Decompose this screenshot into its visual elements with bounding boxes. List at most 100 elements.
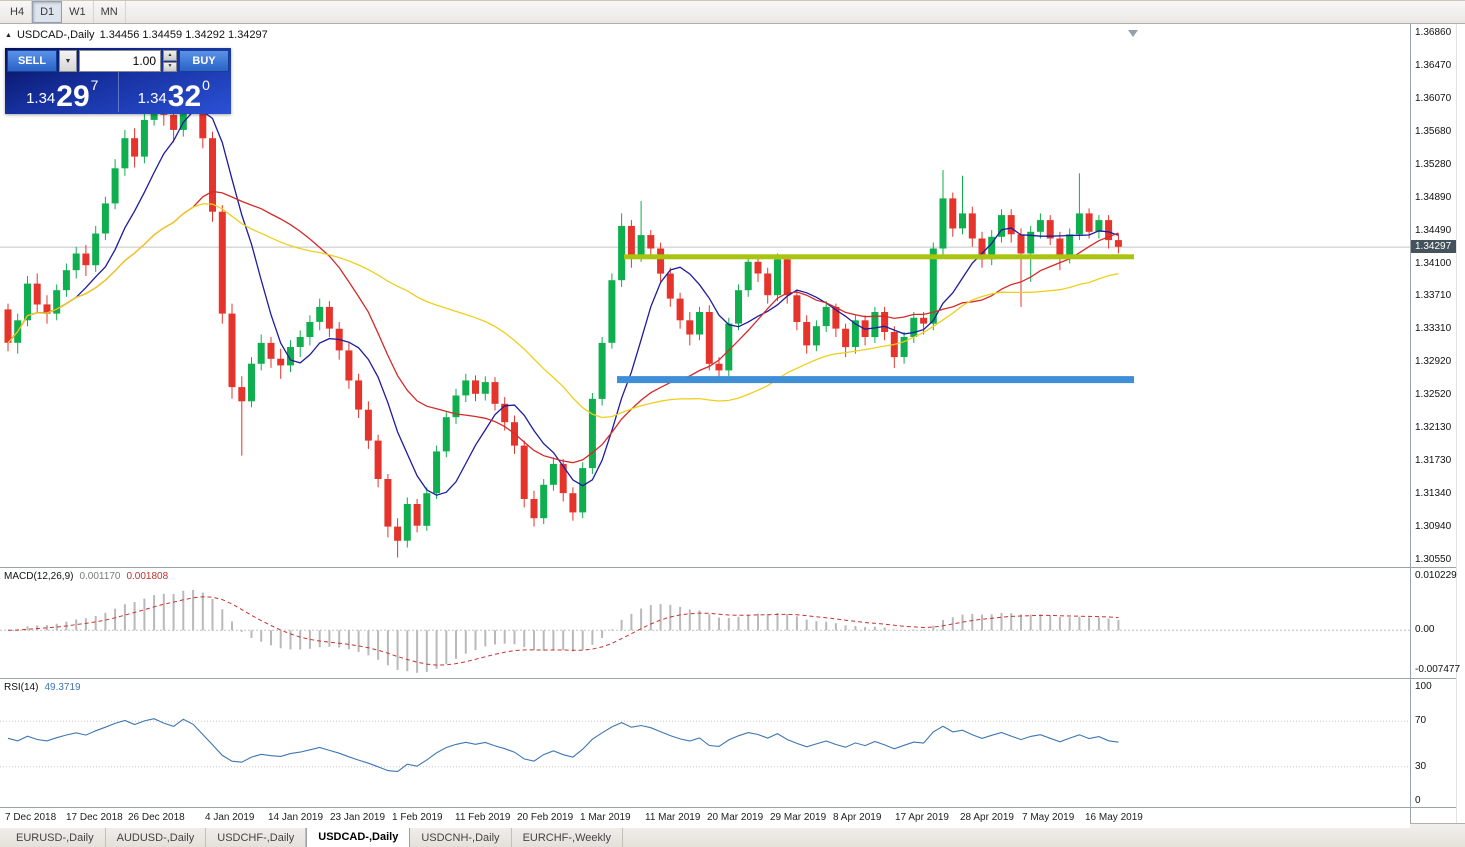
price-scale-label: 1.35680 bbox=[1415, 125, 1452, 137]
chart-ohlc-values: 1.34456 1.34459 1.34292 1.34297 bbox=[99, 29, 268, 41]
macd-name: MACD(12,26,9) bbox=[4, 571, 74, 582]
volume-stepper: ▲ ▼ bbox=[163, 50, 177, 72]
volume-decrease-button[interactable]: ▼ bbox=[163, 61, 177, 72]
date-axis-label: 20 Mar 2019 bbox=[707, 812, 764, 823]
price-scale-label: 1.34890 bbox=[1415, 191, 1452, 203]
chart-column: ▲ USDCAD-,Daily 1.34456 1.34459 1.34292 … bbox=[0, 24, 1410, 828]
chart-workspace: ▲ USDCAD-,Daily 1.34456 1.34459 1.34292 … bbox=[0, 24, 1465, 828]
price-scale-label: 1.36860 bbox=[1415, 27, 1452, 39]
price-scale-label: 1.32130 bbox=[1415, 422, 1452, 434]
chart-tab-audusd[interactable]: AUDUSD-,Daily bbox=[106, 828, 207, 847]
price-scale-label: 1.36070 bbox=[1415, 92, 1452, 104]
chart-tab-usdcad[interactable]: USDCAD-,Daily bbox=[306, 825, 411, 847]
trade-controls-row: SELL ▼ 1.00 ▲ ▼ BUY bbox=[7, 50, 229, 72]
timeframe-button-d1[interactable]: D1 bbox=[32, 1, 63, 23]
date-axis-label: 7 May 2019 bbox=[1022, 812, 1075, 823]
chevron-down-icon: ▼ bbox=[64, 57, 72, 65]
timeframe-toolbar: H4 D1 W1 MN bbox=[0, 1, 1465, 24]
rsi-scale-label: 100 bbox=[1415, 681, 1432, 692]
macd-scale-label: 0.00 bbox=[1415, 624, 1435, 636]
buy-button[interactable]: BUY bbox=[179, 50, 229, 72]
date-axis-label: 17 Apr 2019 bbox=[895, 812, 949, 823]
chart-tab-usdcnh[interactable]: USDCNH-,Daily bbox=[410, 828, 512, 847]
rsi-scale: 100 70 30 0 bbox=[1411, 679, 1456, 808]
sell-button[interactable]: SELL bbox=[7, 50, 57, 72]
date-axis-label: 4 Jan 2019 bbox=[205, 812, 255, 823]
rsi-scale-label: 0 bbox=[1415, 795, 1421, 806]
macd-scale-label: 0.010229 bbox=[1415, 570, 1457, 581]
bid-ask-display: 1.34 29 7 1.34 32 0 bbox=[7, 72, 229, 112]
volume-increase-button[interactable]: ▲ bbox=[163, 50, 177, 61]
price-scale-label: 1.31730 bbox=[1415, 455, 1452, 467]
date-axis-label: 11 Mar 2019 bbox=[645, 812, 701, 823]
chart-tab-usdchf[interactable]: USDCHF-,Daily bbox=[206, 828, 307, 847]
price-scale[interactable]: 1.34297 1.36860 1.36470 1.36070 1.35680 1.35… bbox=[1410, 24, 1460, 823]
date-axis-label: 1 Mar 2019 bbox=[580, 812, 631, 823]
chevron-up-icon: ▲ bbox=[167, 51, 173, 58]
rsi-scale-label: 70 bbox=[1415, 715, 1427, 727]
macd-signal-value: 0.001808 bbox=[126, 571, 169, 582]
date-axis[interactable]: 7 Dec 2018 17 Dec 2018 26 Dec 2018 4 Jan 20… bbox=[0, 808, 1410, 828]
rsi-indicator-chart[interactable] bbox=[0, 679, 1410, 806]
macd-scale: 0.010229 0.00 -0.007477 bbox=[1411, 568, 1460, 679]
macd-pane[interactable]: MACD(12,26,9) 0.001170 0.001808 bbox=[0, 568, 1410, 679]
chart-symbol-period: USDCAD-,Daily bbox=[16, 29, 95, 41]
buy-price-pipette: 0 bbox=[202, 77, 210, 93]
date-axis-label: 7 Dec 2018 bbox=[5, 812, 57, 823]
price-scale-label: 1.34490 bbox=[1415, 224, 1452, 236]
price-scale-label: 1.30550 bbox=[1415, 553, 1452, 565]
sell-price-major: 1.34 bbox=[26, 90, 56, 107]
rsi-scale-label: 30 bbox=[1415, 760, 1427, 772]
date-axis-label: 1 Feb 2019 bbox=[392, 812, 443, 823]
rsi-indicator-label: RSI(14) 49.3719 bbox=[4, 682, 81, 693]
timeframe-button-mn[interactable]: MN bbox=[94, 1, 126, 23]
timeframe-button-h4[interactable]: H4 bbox=[3, 1, 33, 23]
buy-price-pips: 32 bbox=[167, 79, 202, 113]
date-axis-label: 8 Apr 2019 bbox=[833, 812, 882, 823]
price-scale-label: 1.30940 bbox=[1415, 521, 1452, 533]
chart-tab-eurchf[interactable]: EURCHF-,Weekly bbox=[512, 828, 623, 847]
timeframe-button-w1[interactable]: W1 bbox=[62, 1, 94, 23]
date-axis-label: 20 Feb 2019 bbox=[517, 812, 574, 823]
macd-indicator-label: MACD(12,26,9) 0.001170 0.001808 bbox=[4, 571, 168, 582]
date-axis-label: 14 Jan 2019 bbox=[268, 812, 324, 823]
rsi-value: 49.3719 bbox=[44, 682, 81, 693]
price-scale-label: 1.33310 bbox=[1415, 323, 1452, 335]
price-scale-label: 1.33710 bbox=[1415, 290, 1452, 302]
main-price-scale: 1.34297 1.36860 1.36470 1.36070 1.35680 1.35… bbox=[1411, 24, 1456, 568]
current-price-badge: 1.34297 bbox=[1411, 240, 1456, 254]
window-edge bbox=[1456, 24, 1465, 823]
buy-price-major: 1.34 bbox=[137, 90, 167, 107]
date-axis-label: 23 Jan 2019 bbox=[330, 812, 386, 823]
date-axis-label: 26 Dec 2018 bbox=[128, 812, 185, 823]
macd-main-value: 0.001170 bbox=[79, 571, 121, 582]
macd-indicator-chart[interactable] bbox=[0, 568, 1410, 677]
chevron-down-icon: ▼ bbox=[167, 63, 173, 70]
sell-price-pipette: 7 bbox=[90, 77, 99, 93]
rsi-name: RSI(14) bbox=[4, 682, 39, 693]
date-axis-label: 16 May 2019 bbox=[1085, 812, 1143, 823]
date-axis-label: 17 Dec 2018 bbox=[66, 812, 123, 823]
price-scale-label: 1.31340 bbox=[1415, 488, 1452, 499]
rsi-pane[interactable]: RSI(14) 49.3719 bbox=[0, 679, 1410, 808]
price-scale-label: 1.34100 bbox=[1415, 257, 1452, 269]
main-chart-pane[interactable]: ▲ USDCAD-,Daily 1.34456 1.34459 1.34292 … bbox=[0, 24, 1410, 568]
sell-price-display[interactable]: 1.34 29 7 bbox=[7, 72, 119, 112]
price-scale-label: 1.32920 bbox=[1415, 356, 1452, 368]
volume-dropdown-button[interactable]: ▼ bbox=[59, 50, 77, 72]
price-scale-label: 1.35280 bbox=[1415, 158, 1452, 170]
date-axis-label: 29 Mar 2019 bbox=[770, 812, 827, 823]
sell-price-pips: 29 bbox=[56, 79, 90, 113]
chart-title: ▲ USDCAD-,Daily 1.34456 1.34459 1.34292 … bbox=[5, 29, 268, 41]
price-scale-label: 1.32520 bbox=[1415, 389, 1452, 401]
macd-scale-label: -0.007477 bbox=[1415, 664, 1461, 675]
chart-tab-eurusd[interactable]: EURUSD-,Daily bbox=[5, 828, 106, 847]
one-click-trading-panel: SELL ▼ 1.00 ▲ ▼ BUY 1.34 29 7 bbox=[5, 48, 231, 114]
date-axis-label: 11 Feb 2019 bbox=[455, 812, 511, 823]
date-axis-label: 28 Apr 2019 bbox=[960, 812, 1014, 823]
buy-price-display[interactable]: 1.34 32 0 bbox=[119, 72, 230, 112]
chart-shift-marker-icon[interactable] bbox=[1128, 30, 1138, 37]
symbol-marker-icon: ▲ bbox=[5, 31, 12, 39]
volume-input[interactable]: 1.00 bbox=[79, 50, 161, 72]
